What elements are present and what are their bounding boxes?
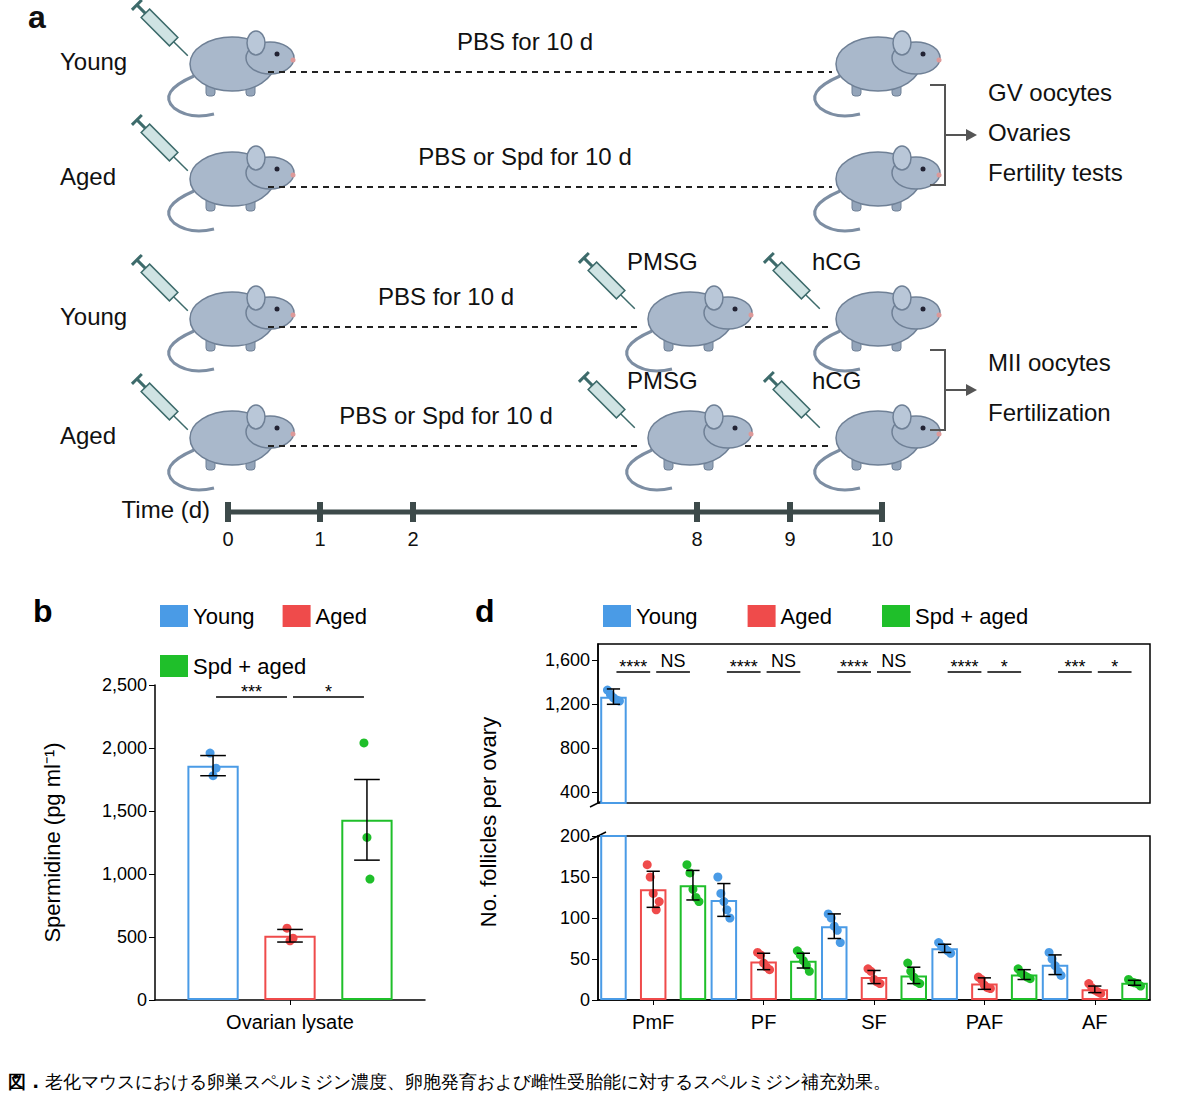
svg-text:Aged: Aged [316,604,367,629]
svg-text:d: d [475,593,495,629]
svg-text:500: 500 [117,927,147,947]
svg-text:PBS for 10 d: PBS for 10 d [457,28,593,55]
svg-text:Young: Young [60,303,127,330]
svg-text:Ovarian lysate: Ovarian lysate [226,1011,354,1033]
svg-text:0: 0 [222,528,233,550]
svg-text:SF: SF [861,1011,887,1033]
svg-text:PMSG: PMSG [627,248,698,275]
svg-text:hCG: hCG [812,367,861,394]
svg-text:PMSG: PMSG [627,367,698,394]
svg-text:Fertilization: Fertilization [988,399,1111,426]
svg-text:hCG: hCG [812,248,861,275]
svg-text:1,500: 1,500 [102,801,147,821]
svg-text:NS: NS [771,651,796,671]
svg-text:***: *** [241,682,262,702]
svg-text:No. follicles per ovary: No. follicles per ovary [476,717,501,927]
svg-text:*: * [1001,657,1008,677]
svg-text:****: **** [619,657,647,677]
svg-text:NS: NS [661,651,686,671]
svg-text:100: 100 [560,908,590,928]
svg-text:Aged: Aged [781,604,832,629]
svg-text:Aged: Aged [60,163,116,190]
svg-text:Spd + aged: Spd + aged [915,604,1028,629]
svg-text:GV oocytes: GV oocytes [988,79,1112,106]
svg-text:PmF: PmF [632,1011,674,1033]
svg-text:150: 150 [560,867,590,887]
svg-text:Young: Young [60,48,127,75]
svg-text:MII oocytes: MII oocytes [988,349,1111,376]
svg-text:Ovaries: Ovaries [988,119,1071,146]
svg-text:Fertility tests: Fertility tests [988,159,1123,186]
svg-text:1,000: 1,000 [102,864,147,884]
svg-text:PAF: PAF [966,1011,1003,1033]
svg-text:1: 1 [314,528,325,550]
svg-text:9: 9 [784,528,795,550]
svg-text:PBS or Spd for 10 d: PBS or Spd for 10 d [339,402,552,429]
svg-text:****: **** [840,657,868,677]
svg-text:2: 2 [407,528,418,550]
svg-text:a: a [28,0,46,35]
svg-text:Aged: Aged [60,422,116,449]
svg-text:2,000: 2,000 [102,738,147,758]
svg-text:50: 50 [570,949,590,969]
svg-text:2,500: 2,500 [102,675,147,695]
svg-text:0: 0 [580,990,590,1010]
svg-text:200: 200 [560,826,590,846]
svg-text:Time (d): Time (d) [122,496,210,523]
svg-text:*: * [1111,657,1118,677]
svg-text:****: **** [951,657,979,677]
svg-text:PF: PF [751,1011,777,1033]
svg-text:Young: Young [636,604,698,629]
svg-text:PBS or Spd for 10 d: PBS or Spd for 10 d [418,143,631,170]
svg-text:400: 400 [560,782,590,802]
svg-text:800: 800 [560,738,590,758]
svg-text:b: b [33,593,53,629]
svg-text:AF: AF [1082,1011,1108,1033]
svg-text:Spermidine (pg ml⁻¹): Spermidine (pg ml⁻¹) [40,742,65,942]
svg-text:10: 10 [871,528,893,550]
svg-text:***: *** [1064,657,1085,677]
svg-text:PBS for 10 d: PBS for 10 d [378,283,514,310]
svg-text:0: 0 [137,990,147,1010]
svg-text:Spd + aged: Spd + aged [193,654,306,679]
svg-text:1,600: 1,600 [545,650,590,670]
svg-text:Young: Young [193,604,255,629]
svg-text:NS: NS [881,651,906,671]
svg-text:8: 8 [691,528,702,550]
html-text:図 . 老化マウスにおける卵巣スペルミジン濃度、卵胞発育およ: 図 . 老化マウスにおける卵巣スペルミジン濃度、卵胞発育および雌性受胎能に対する… [8,1071,892,1092]
svg-text:1,200: 1,200 [545,694,590,714]
svg-text:****: **** [730,657,758,677]
svg-text:*: * [325,682,332,702]
